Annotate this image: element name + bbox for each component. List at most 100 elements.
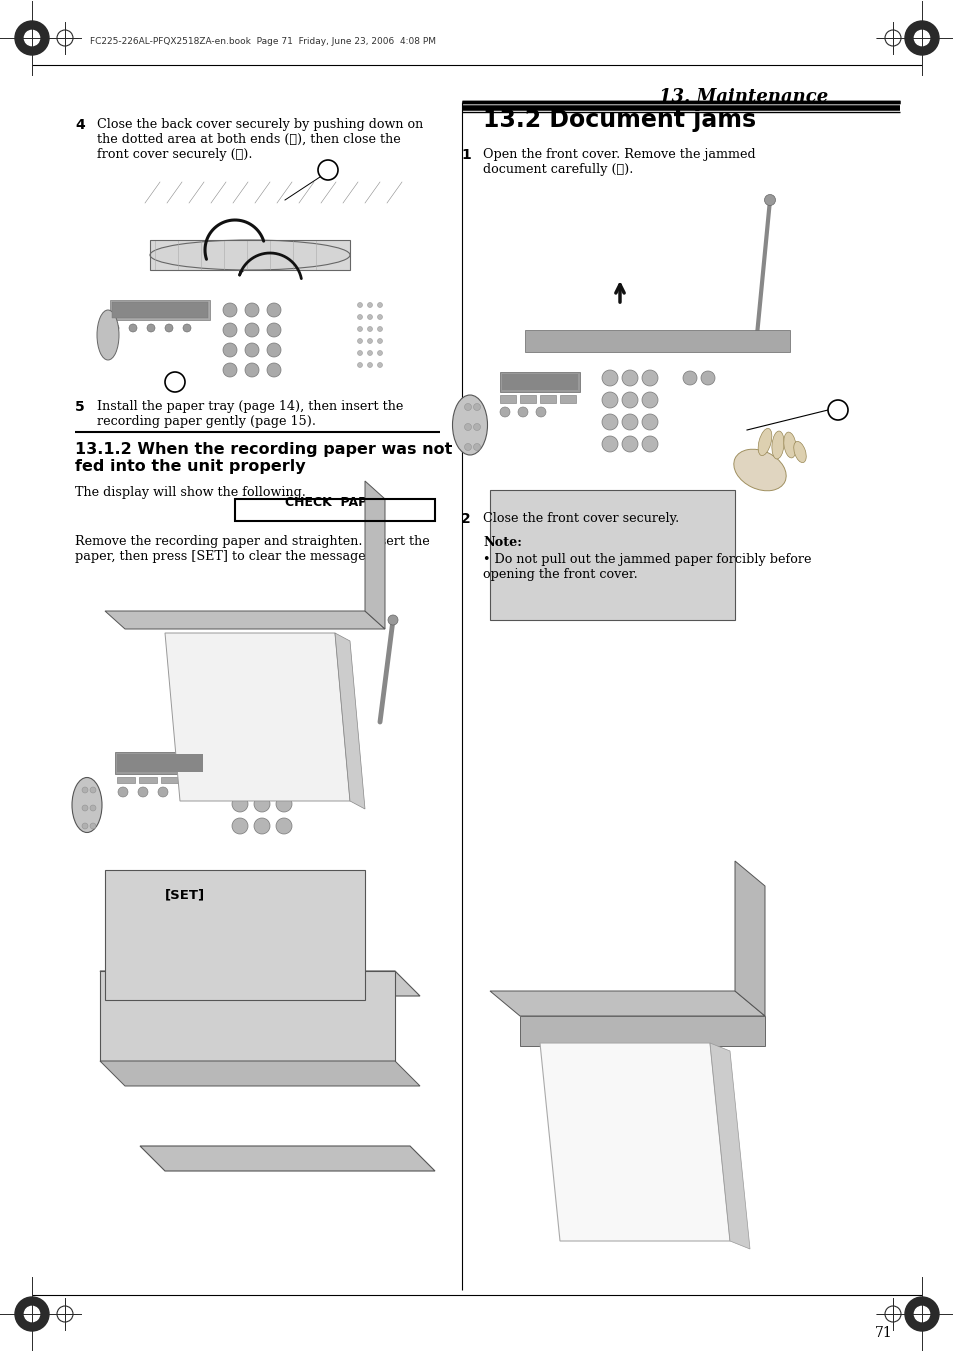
Circle shape <box>464 404 471 411</box>
Circle shape <box>90 788 96 793</box>
Circle shape <box>621 436 638 453</box>
Circle shape <box>223 363 236 377</box>
Circle shape <box>464 423 471 431</box>
Circle shape <box>15 1297 49 1331</box>
Circle shape <box>232 796 248 812</box>
Circle shape <box>275 753 292 767</box>
Circle shape <box>317 159 337 180</box>
Bar <box>559 394 576 403</box>
Circle shape <box>165 372 185 392</box>
Ellipse shape <box>793 442 805 462</box>
Circle shape <box>138 788 148 797</box>
Circle shape <box>641 370 658 386</box>
Text: 1: 1 <box>460 149 470 162</box>
Circle shape <box>267 323 281 336</box>
Bar <box>110 300 210 320</box>
Circle shape <box>253 753 270 767</box>
Circle shape <box>245 303 258 317</box>
Circle shape <box>367 315 372 319</box>
Circle shape <box>25 30 40 46</box>
Polygon shape <box>140 1146 435 1171</box>
Circle shape <box>223 303 236 317</box>
Circle shape <box>367 339 372 343</box>
Text: Note:: Note: <box>482 536 521 549</box>
Circle shape <box>275 817 292 834</box>
Ellipse shape <box>758 428 771 455</box>
Circle shape <box>223 323 236 336</box>
Bar <box>234 499 435 521</box>
Circle shape <box>621 392 638 408</box>
Circle shape <box>367 327 372 331</box>
Polygon shape <box>734 861 764 1016</box>
Circle shape <box>183 324 191 332</box>
Bar <box>117 754 203 771</box>
Bar <box>150 240 350 270</box>
Circle shape <box>245 363 258 377</box>
Ellipse shape <box>97 309 119 359</box>
Circle shape <box>473 423 480 431</box>
Bar <box>183 777 201 784</box>
Circle shape <box>275 774 292 790</box>
Polygon shape <box>100 1061 419 1086</box>
Circle shape <box>253 796 270 812</box>
Polygon shape <box>709 1043 749 1250</box>
Bar <box>117 777 135 784</box>
Circle shape <box>245 323 258 336</box>
Ellipse shape <box>150 240 350 270</box>
Circle shape <box>158 788 168 797</box>
Circle shape <box>357 350 362 355</box>
Polygon shape <box>165 634 350 801</box>
Circle shape <box>90 823 96 830</box>
Bar <box>150 240 350 270</box>
Circle shape <box>517 407 527 417</box>
Bar <box>524 330 789 353</box>
Circle shape <box>232 753 248 767</box>
Bar <box>499 394 516 403</box>
Ellipse shape <box>733 450 785 490</box>
Bar <box>490 490 734 620</box>
Circle shape <box>536 407 545 417</box>
Circle shape <box>357 362 362 367</box>
Text: 71: 71 <box>874 1325 892 1340</box>
Circle shape <box>904 1297 938 1331</box>
Ellipse shape <box>783 432 796 458</box>
Circle shape <box>111 324 119 332</box>
Circle shape <box>82 788 88 793</box>
Text: Close the back cover securely by pushing down on
the dotted area at both ends (Ⓒ: Close the back cover securely by pushing… <box>97 118 423 161</box>
Circle shape <box>641 436 658 453</box>
Circle shape <box>82 805 88 811</box>
Circle shape <box>82 823 88 830</box>
Circle shape <box>232 817 248 834</box>
Circle shape <box>621 413 638 430</box>
Circle shape <box>601 436 618 453</box>
Polygon shape <box>519 1016 764 1046</box>
Circle shape <box>601 413 618 430</box>
Circle shape <box>641 413 658 430</box>
Circle shape <box>621 370 638 386</box>
Circle shape <box>129 324 137 332</box>
Circle shape <box>377 350 382 355</box>
Circle shape <box>232 774 248 790</box>
Circle shape <box>913 1306 928 1321</box>
Circle shape <box>473 443 480 450</box>
Circle shape <box>267 343 281 357</box>
Circle shape <box>377 315 382 319</box>
Circle shape <box>267 363 281 377</box>
Polygon shape <box>365 481 385 630</box>
Circle shape <box>367 362 372 367</box>
Circle shape <box>367 303 372 308</box>
Bar <box>139 777 157 784</box>
Circle shape <box>165 324 172 332</box>
Ellipse shape <box>71 777 102 832</box>
Circle shape <box>367 350 372 355</box>
Circle shape <box>377 303 382 308</box>
Text: Open the front cover. Remove the jammed
document carefully (①).: Open the front cover. Remove the jammed … <box>482 149 755 176</box>
Bar <box>539 394 556 403</box>
Circle shape <box>388 615 397 626</box>
Circle shape <box>357 339 362 343</box>
Polygon shape <box>490 992 764 1016</box>
Text: FC225-226AL-PFQX2518ZA-en.book  Page 71  Friday, June 23, 2006  4:08 PM: FC225-226AL-PFQX2518ZA-en.book Page 71 F… <box>90 36 436 46</box>
Circle shape <box>601 392 618 408</box>
Circle shape <box>913 30 928 46</box>
Circle shape <box>118 788 128 797</box>
